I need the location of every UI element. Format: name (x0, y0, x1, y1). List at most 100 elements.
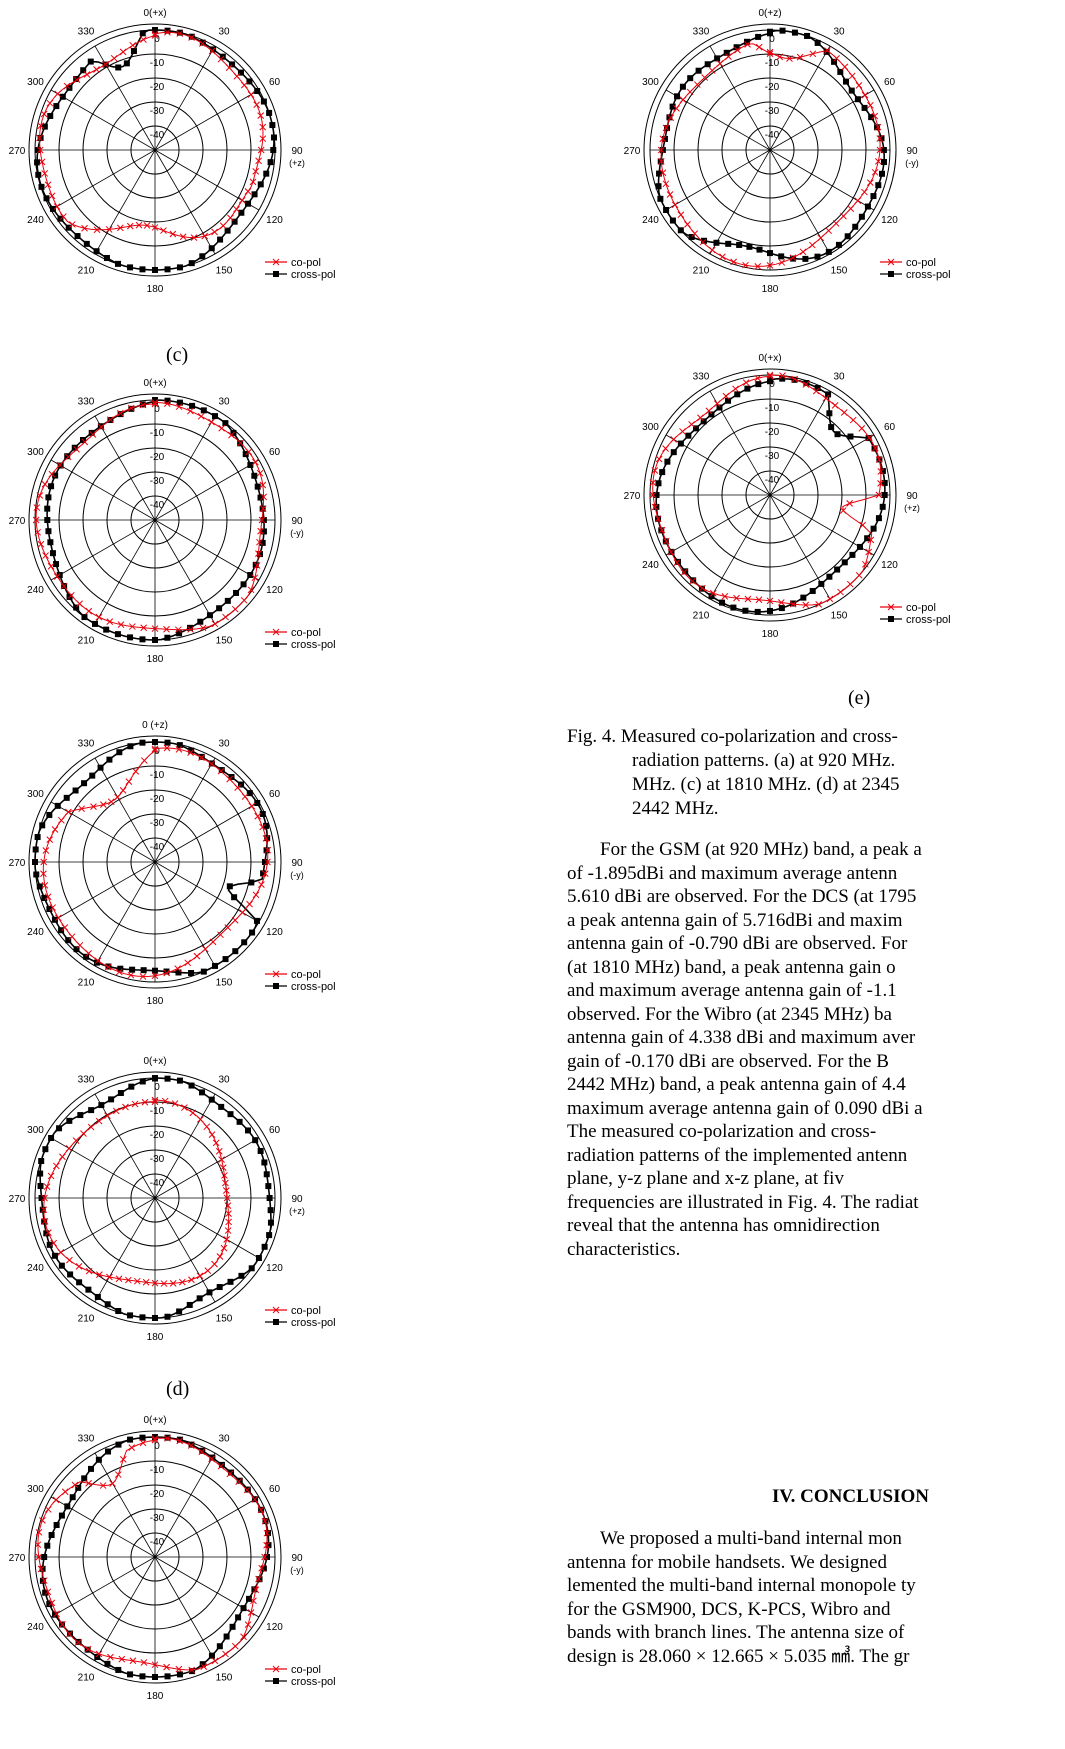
cross-pol-marker (257, 1147, 264, 1154)
co-pol-marker (188, 34, 195, 41)
angle-tick-label: 120 (881, 560, 898, 571)
cross-pol-marker (130, 48, 137, 55)
co-pol-marker (211, 228, 218, 236)
cross-pol-marker (814, 253, 821, 260)
angle-tick-label: 270 (9, 1553, 26, 1564)
cross-pol-marker (176, 1308, 183, 1315)
co-pol-marker (204, 1267, 212, 1275)
cross-pol-marker (736, 241, 743, 248)
co-pol-marker (699, 238, 707, 246)
co-pol-marker (708, 246, 716, 254)
legend-label: co-pol (291, 257, 321, 269)
cross-pol-marker (248, 1265, 255, 1272)
co-pol-marker (799, 248, 807, 256)
cross-pol-marker (105, 1448, 112, 1455)
cross-pol-marker (233, 589, 240, 596)
spoke (154, 89, 260, 151)
cross-pol-marker (41, 1554, 48, 1560)
cross-pol-marker (663, 207, 670, 213)
co-pol-marker (151, 1096, 159, 1104)
polar-plot-2: 0 -10 -20 -30 -40 30 60 120 150 180 210 240 270 300 33… (9, 378, 336, 665)
cross-pol-marker (139, 1434, 146, 1441)
cross-pol-marker (128, 1083, 135, 1090)
co-pol-marker (208, 760, 215, 768)
co-pol-marker (83, 71, 91, 78)
cross-pol-marker (229, 61, 236, 68)
co-pol-marker (754, 374, 762, 382)
co-pol-marker (187, 1442, 195, 1449)
spoke (769, 45, 831, 151)
co-pol-marker (114, 1471, 122, 1478)
cross-pol-marker (661, 135, 668, 142)
cross-pol-marker (767, 378, 773, 385)
cross-pol-marker (65, 937, 72, 944)
radial-tick-label: -30 (150, 476, 165, 487)
cross-pol-marker (34, 834, 41, 841)
angle-tick-label: 30 (218, 738, 230, 749)
cross-pol-marker (83, 953, 90, 960)
cross-pol-marker (693, 425, 700, 432)
co-pol-marker (44, 893, 52, 901)
cross-pol-marker (164, 634, 171, 641)
co-pol-marker (649, 479, 657, 487)
co-pol-marker (151, 1661, 159, 1669)
paragraph-line: and maximum average antenna gain of -1.1 (567, 980, 897, 1001)
cross-pol-marker (187, 624, 194, 631)
cross-pol-marker (679, 83, 686, 90)
co-pol-marker (52, 1496, 60, 1504)
co-pol-marker (41, 170, 49, 177)
caption-line: Fig. 4. Measured co-polarization and cro… (567, 726, 898, 747)
cross-pol-marker (37, 1170, 44, 1177)
co-pol-marker (76, 600, 83, 608)
angle-tick-label: 120 (266, 1622, 283, 1633)
cross-pol-marker (723, 49, 730, 56)
radial-tick-label: -20 (765, 82, 780, 93)
cross-pol-marker (677, 227, 684, 234)
cross-pol-marker (653, 492, 660, 498)
co-pol-marker (184, 959, 192, 967)
co-pol-marker (815, 600, 823, 608)
co-pol-marker (199, 624, 207, 632)
cross-pol-marker (653, 503, 660, 510)
co-pol-marker (809, 50, 817, 58)
cross-pol-marker (164, 739, 171, 746)
co-pol-marker (53, 573, 61, 580)
cross-pol-marker (164, 27, 171, 34)
cross-pol-marker (238, 781, 245, 788)
cross-pol-marker (115, 64, 122, 71)
cross-pol-marker (818, 580, 825, 587)
cross-pol-marker (235, 1614, 242, 1621)
cross-pol-marker (46, 1241, 53, 1248)
co-pol-marker (659, 169, 667, 177)
co-pol-marker (56, 461, 64, 469)
legend-label: co-pol (291, 1305, 321, 1317)
cross-pol-marker (39, 1206, 46, 1213)
cross-pol-marker (67, 1271, 74, 1278)
cross-pol-marker (756, 246, 763, 253)
angle-tick-label: 120 (266, 927, 283, 938)
cross-pol-marker (849, 551, 856, 558)
co-pol-marker (151, 1436, 159, 1444)
cross-pol-marker (117, 965, 124, 972)
sublabel-e: (e) (848, 687, 871, 709)
paragraph-line: antenna for mobile handsets. We designed (567, 1551, 887, 1573)
angle-tick-label: 330 (78, 26, 95, 37)
co-pol-marker (211, 620, 219, 628)
co-pol-marker (109, 1480, 116, 1487)
co-pol-marker (32, 516, 40, 524)
co-pol-marker (127, 404, 135, 412)
co-pol-marker (189, 1109, 197, 1117)
co-pol-marker (225, 64, 233, 71)
co-pol-marker (143, 222, 151, 229)
cross-pol-marker (189, 402, 196, 409)
cross-pol-marker (247, 461, 254, 468)
angle-tick-label: 60 (269, 1125, 281, 1136)
cross-pol-marker (127, 1312, 134, 1319)
cross-pol-marker (841, 559, 848, 566)
co-pol-marker (779, 372, 786, 380)
co-pol-marker (875, 456, 883, 463)
angle-tick-label: 60 (269, 447, 281, 458)
angle-tick-label: 300 (27, 447, 44, 458)
angle-tick-label: 210 (78, 1673, 95, 1684)
cross-pol-marker (237, 69, 244, 76)
